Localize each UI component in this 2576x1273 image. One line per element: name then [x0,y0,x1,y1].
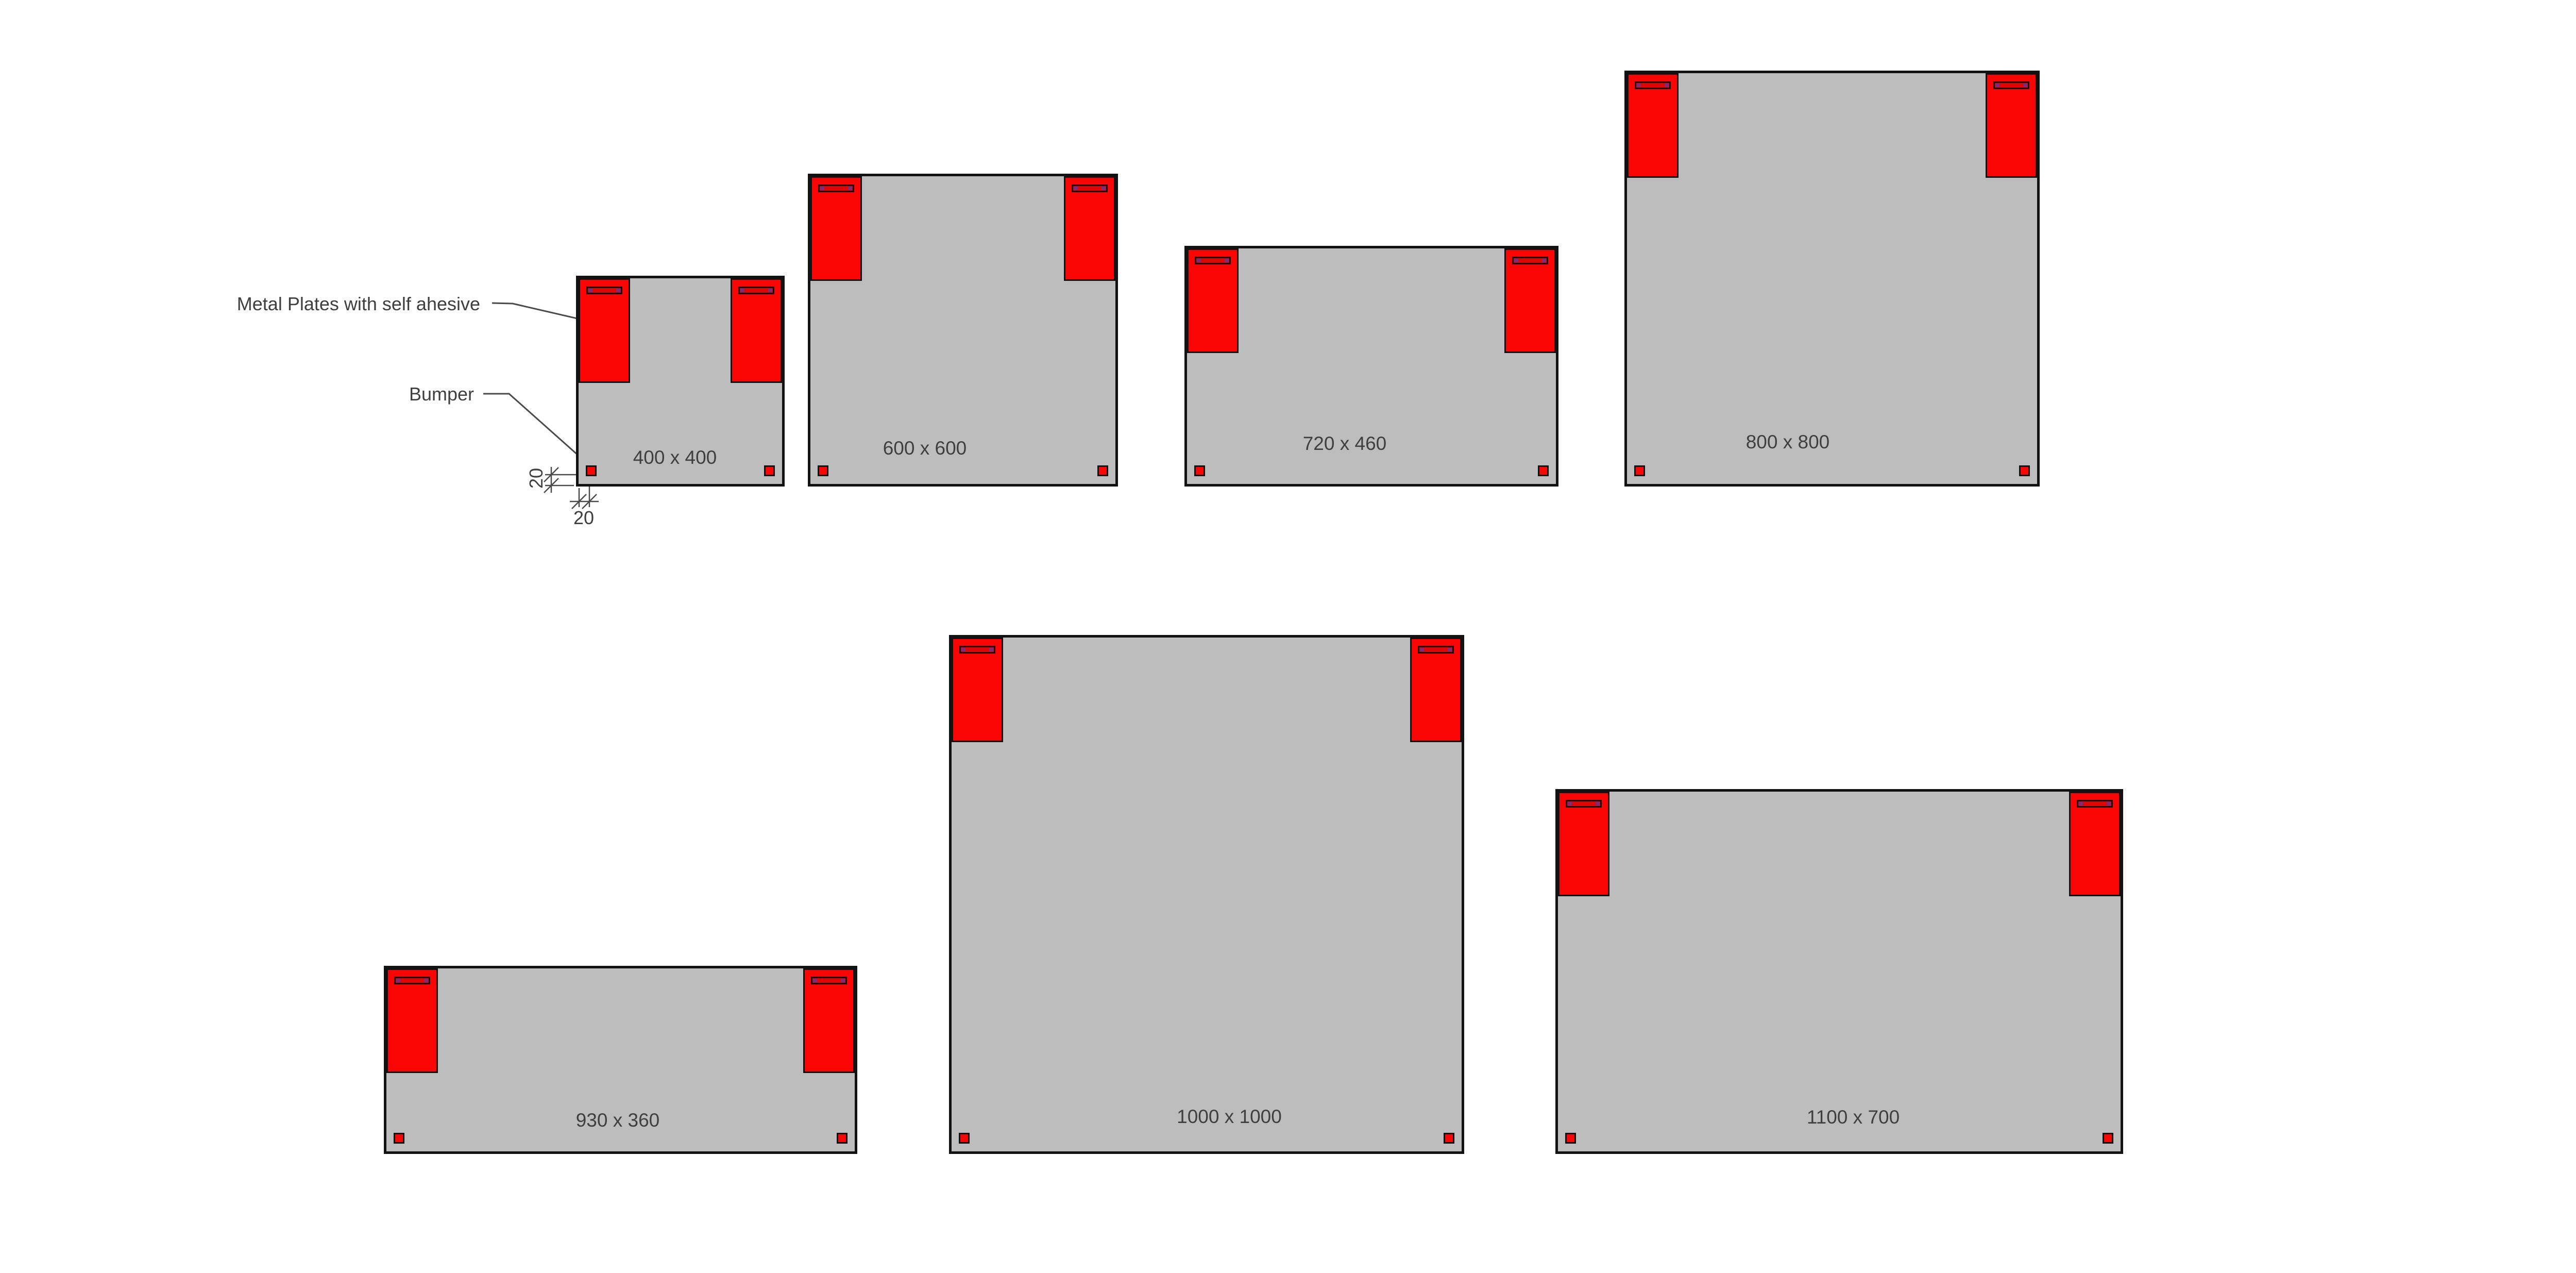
slot-cap-right [841,979,845,982]
panel-size-label: 930 x 360 [575,1110,660,1131]
slot-cap-left [1197,259,1201,262]
plate-slot [2077,800,2113,808]
slot-cap-left [1637,83,1641,87]
slot-cap-right [848,187,852,190]
metal-plate-right [1504,248,1556,353]
panel-size-label: 800 x 800 [1745,431,1830,453]
panel-size-label: 720 x 460 [1302,433,1387,454]
metal-plate-right [2069,792,2121,896]
slot-cap-right [424,979,428,982]
bumper-right [1444,1133,1454,1144]
panel-size-label: 1100 x 700 [1806,1107,1900,1128]
slot-cap-right [1448,648,1452,651]
bumper-left [1634,465,1645,476]
metal-plate-right [731,278,782,383]
bumper-left [1565,1133,1576,1144]
slot-cap-right [768,289,772,292]
plate-slot [394,977,430,984]
metal-plate-left [386,968,438,1073]
metal-plate-left [952,638,1003,742]
metal-plate-right [803,968,855,1073]
bumper-left [959,1133,970,1144]
plate-slot [959,646,995,654]
metal-plate-left [1187,248,1239,353]
bumper-left [1194,465,1205,476]
plate-slot [1418,646,1454,654]
bumper-left [586,465,597,476]
bumper-right [837,1133,848,1144]
slot-cap-right [616,289,620,292]
bumper-right [2103,1133,2113,1144]
bumper-right [2019,465,2030,476]
slot-cap-left [1074,187,1078,190]
metal-plate-left [1558,792,1609,896]
bumper-right [1097,465,1108,476]
plate-slot [1566,800,1602,808]
bumper-right [764,465,775,476]
panel-size-label: 1000 x 1000 [1177,1106,1282,1127]
slot-cap-right [1596,802,1600,806]
bumper-left [394,1133,404,1144]
plate-slot [1993,81,2029,89]
plate-slot [738,287,774,294]
slot-cap-left [1568,802,1572,806]
slot-cap-left [1514,259,1518,262]
plate-slot [1195,257,1231,264]
panel-400x400 [576,276,785,487]
slot-cap-right [1225,259,1229,262]
panel-720x460 [1184,246,1558,487]
metal-plates-annotation-label: Metal Plates with self ahesive [236,293,480,314]
plate-slot [1072,185,1108,192]
plate-slot [586,287,622,294]
slot-cap-right [2023,83,2027,87]
slot-cap-left [396,979,400,982]
metal-plate-right [1986,73,2037,178]
plate-slot [1635,81,1671,89]
bumper-left [818,465,828,476]
slot-cap-left [1995,83,1999,87]
plate-slot [1512,257,1548,264]
panel-size-label: 400 x 400 [633,447,717,468]
slot-cap-right [989,648,993,651]
slot-cap-left [588,289,592,292]
panel-1000x1000 [949,635,1464,1154]
bumper-leader-line [483,393,589,465]
bumper-annotation-label: Bumper [409,383,474,405]
slot-cap-right [2107,802,2111,806]
metal-plate-left [1627,73,1679,178]
panel-800x800 [1624,71,2040,487]
bumper-right [1538,465,1549,476]
slot-cap-left [740,289,744,292]
plate-slot [818,185,854,192]
panel-600x600 [808,174,1118,487]
dimension-text-20-horizontal: 20 [573,507,595,528]
slot-cap-right [1101,187,1106,190]
panel-size-label: 600 x 600 [883,438,967,459]
slot-cap-left [961,648,965,651]
slot-cap-left [820,187,824,190]
metal-plate-right [1410,638,1462,742]
slot-cap-right [1542,259,1546,262]
slot-cap-left [1420,648,1424,651]
metal-plate-right [1064,176,1115,281]
dimension-text-20-vertical: 20 [526,467,547,489]
slot-cap-right [1665,83,1669,87]
plate-slot [811,977,847,984]
slot-cap-left [2079,802,2083,806]
panel-930x360 [384,966,857,1154]
panel-1100x700 [1555,789,2123,1154]
metal-plate-left [810,176,862,281]
metal-plate-left [579,278,630,383]
slot-cap-left [813,979,817,982]
